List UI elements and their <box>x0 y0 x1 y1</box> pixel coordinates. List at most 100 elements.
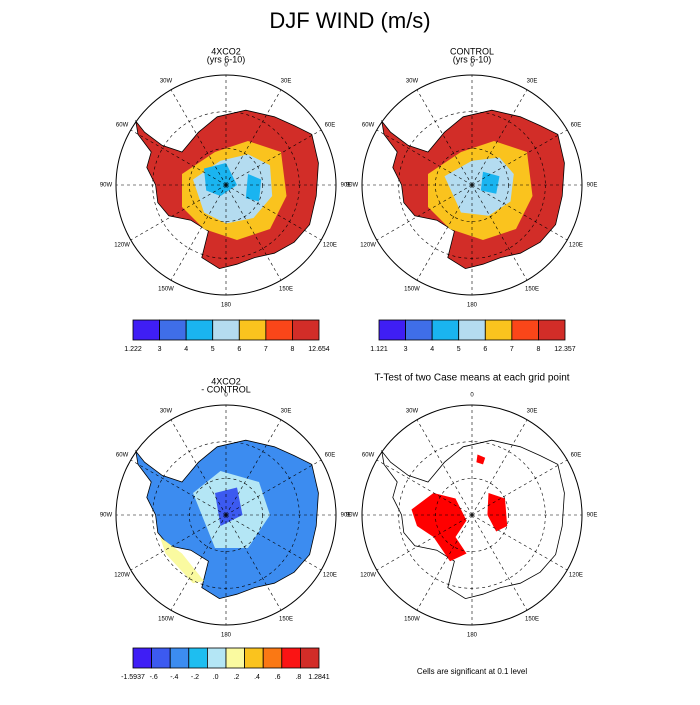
colorbar-box <box>405 319 433 341</box>
lon-label: 60W <box>362 123 375 129</box>
lon-line <box>471 514 528 611</box>
lon-line <box>376 514 473 571</box>
lon-label: 30W <box>406 79 419 85</box>
colorbar-label: 3 <box>158 346 162 353</box>
lon-line <box>471 129 568 186</box>
colorbar-label: 4 <box>430 346 434 353</box>
colorbar-box <box>458 319 486 341</box>
lon-line <box>170 184 227 281</box>
lon-label: 60E <box>571 123 582 129</box>
lon-label: 30W <box>406 409 419 415</box>
lon-label: 60E <box>325 453 336 459</box>
colorbar-box <box>159 319 187 341</box>
colorbar-box <box>265 319 293 341</box>
colorbar-label: 1.222 <box>124 346 142 353</box>
lon-label: 150W <box>404 287 420 293</box>
lon-label: 120W <box>360 243 376 249</box>
colorbar-label: 1.2841 <box>308 674 330 681</box>
field-patch <box>245 174 262 202</box>
panel-title: 4XCO2 <box>211 376 241 386</box>
field-patch <box>444 157 514 216</box>
lon-line <box>225 514 322 571</box>
lon-line <box>471 184 528 281</box>
lon-label: 180 <box>221 633 232 639</box>
lon-label: 150E <box>279 287 293 293</box>
lon-label: 180 <box>467 303 478 309</box>
panel-title: 4XCO2 <box>211 46 241 56</box>
colorbar-label: -1.5937 <box>121 674 145 681</box>
colorbar-label: 8 <box>290 346 294 353</box>
lon-label: 150W <box>404 617 420 623</box>
lon-line <box>376 129 473 186</box>
lon-label: 120E <box>569 243 583 249</box>
lon-label: 180 <box>221 303 232 309</box>
colorbar-box <box>281 647 301 669</box>
colorbar-box <box>299 647 320 669</box>
panel-title: CONTROL <box>450 46 494 56</box>
panel-title: (yrs 6-10) <box>453 54 492 64</box>
map-boundary <box>115 74 337 296</box>
lon-line <box>225 129 322 186</box>
lon-label: 0 <box>470 393 474 399</box>
colorbar-label: .6 <box>275 674 281 681</box>
lon-label: 90E <box>587 183 598 189</box>
lon-label: 90E <box>341 183 352 189</box>
field-patch <box>215 487 243 526</box>
colorbar-box <box>206 647 227 669</box>
lon-label: 90W <box>346 513 359 519</box>
lon-label: 90W <box>346 183 359 189</box>
continent <box>381 439 565 600</box>
field-patch <box>204 163 237 196</box>
colorbar-label: -.2 <box>191 674 199 681</box>
lon-line <box>471 419 528 516</box>
lon-line <box>225 89 282 186</box>
colorbar-box <box>484 319 513 341</box>
colorbar-box <box>132 319 160 341</box>
colorbar-label: 5 <box>211 346 215 353</box>
lon-label: 90E <box>587 513 598 519</box>
lon-label: 150E <box>279 617 293 623</box>
map-boundary <box>115 404 337 626</box>
lon-label: 30W <box>160 79 173 85</box>
lon-label: 30E <box>281 79 292 85</box>
lon-line <box>225 459 322 516</box>
colorbar-box <box>225 647 246 669</box>
panel-title: (yrs 6-10) <box>207 54 246 64</box>
colorbar-box <box>244 647 264 669</box>
colorbar-box <box>169 647 190 669</box>
lon-line <box>170 514 227 611</box>
lon-line <box>170 89 227 186</box>
field-patch <box>160 537 204 584</box>
colorbar-label: 7 <box>264 346 268 353</box>
lon-line <box>416 514 473 611</box>
lon-line <box>376 184 473 241</box>
colorbar-label: 6 <box>483 346 487 353</box>
lon-line <box>416 419 473 516</box>
lon-label: 90W <box>100 513 113 519</box>
colorbar-box <box>262 647 283 669</box>
colorbar-label: .0 <box>213 674 219 681</box>
lon-label: 90W <box>100 183 113 189</box>
panel-title: T-Test of two Case means at each grid po… <box>374 373 569 384</box>
colorbar-box <box>538 319 566 341</box>
lon-label: 30E <box>527 79 538 85</box>
lon-line <box>130 184 227 241</box>
lon-label: 60E <box>325 123 336 129</box>
colorbar-box <box>185 319 214 341</box>
colorbar-label: 8 <box>536 346 540 353</box>
lon-label: 180 <box>467 633 478 639</box>
footer-note: Cells are significant at 0.1 level <box>417 667 528 676</box>
colorbar-label: 3 <box>404 346 408 353</box>
lon-line <box>130 459 227 516</box>
map-panel: T-Test of two Case means at each grid po… <box>346 373 598 639</box>
colorbar-label: .2 <box>233 674 239 681</box>
map-boundary <box>361 404 583 626</box>
lon-line <box>225 514 282 611</box>
lon-label: 150W <box>158 617 174 623</box>
lon-line <box>130 129 227 186</box>
colorbar-label: 12.654 <box>308 346 330 353</box>
colorbar-box <box>292 319 320 341</box>
colorbar-box <box>151 647 171 669</box>
lon-label: 60E <box>571 453 582 459</box>
